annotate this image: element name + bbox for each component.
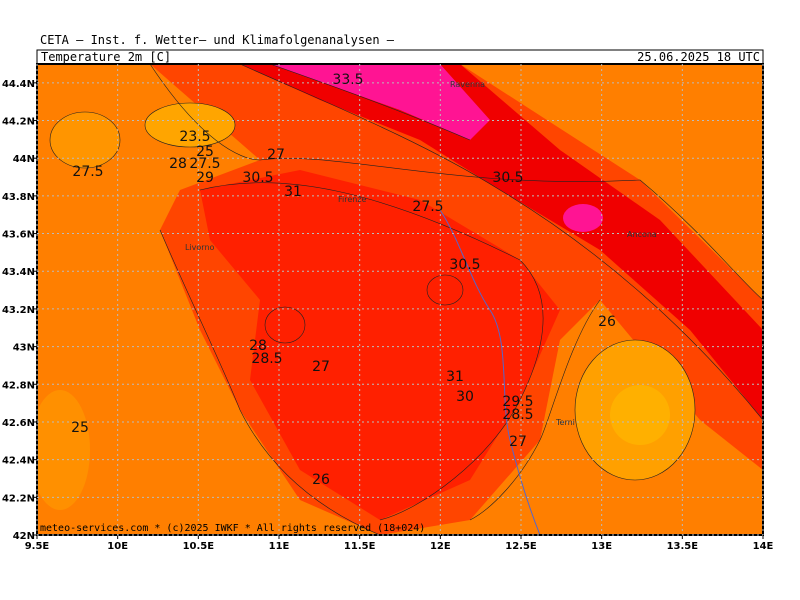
city-label: Terni	[555, 418, 575, 427]
contour-label: 28.5	[502, 407, 533, 423]
y-tick-label: 43.2N	[2, 305, 35, 316]
contour-label: 31	[446, 369, 464, 385]
contour-label: 30.5	[449, 257, 480, 273]
footer: meteo-services.com * (c)2025 IWKF * All …	[40, 523, 425, 534]
hot-core	[200, 170, 560, 520]
y-tick-label: 42.2N	[2, 493, 35, 504]
y-tick-label: 43N	[13, 343, 35, 354]
contour-label: 31	[284, 184, 302, 200]
contour-label: 29.5	[502, 394, 533, 410]
contour-label: 28	[249, 338, 267, 354]
x-tick-label: 13.5E	[667, 541, 699, 552]
contour-label: 23.5	[179, 129, 210, 145]
city-label: Livorno	[185, 243, 215, 252]
contour-label: 25	[71, 420, 89, 436]
contours	[49, 64, 763, 535]
y-tick-label: 44.2N	[2, 117, 35, 128]
cool-spot	[50, 112, 120, 168]
contour-label: 27.5	[72, 164, 103, 180]
hottest-spot	[563, 204, 603, 232]
contour-label: 27	[509, 434, 527, 450]
contour-label: 30.5	[492, 170, 523, 186]
contour-label: 27	[312, 359, 330, 375]
contour-label: 33.5	[332, 72, 363, 88]
cool-spot	[37, 390, 90, 510]
datetime: 25.06.2025 18 UTC	[637, 50, 760, 64]
cool-spot	[145, 103, 235, 147]
y-tick-label: 44.4N	[2, 79, 35, 90]
cool-spot	[610, 385, 670, 445]
x-tick-label: 10E	[107, 541, 128, 552]
contour-label: 26	[312, 472, 330, 488]
hot-ridge	[240, 64, 763, 420]
y-tick-label: 43.4N	[2, 267, 35, 278]
contour-label: 27.5	[412, 199, 443, 215]
city-label: Ravenna	[450, 80, 485, 89]
contour-label: 27.5	[189, 156, 220, 172]
x-tick-label: 13E	[591, 541, 612, 552]
variable: Temperature_2m_[C]	[41, 50, 171, 64]
x-tick-label: 11E	[269, 541, 290, 552]
x-tick-label: 12E	[430, 541, 451, 552]
contour-label: 28.5	[251, 351, 282, 367]
contour-label: 26	[598, 314, 616, 330]
y-tick-label: 44N	[13, 154, 35, 165]
x-tick-label: 11.5E	[344, 541, 376, 552]
y-tick-label: 42.8N	[2, 380, 35, 391]
contour-label: 30.5	[242, 170, 273, 186]
y-tick-label: 42.4N	[2, 456, 35, 467]
contour-label: 25	[196, 144, 214, 160]
y-tick-label: 43.6N	[2, 230, 35, 241]
y-tick-label: 42N	[13, 531, 35, 542]
x-tick-label: 14E	[753, 541, 774, 552]
x-tick-label: 12.5E	[505, 541, 537, 552]
hottest-area	[270, 64, 490, 140]
temperature-field	[37, 64, 763, 535]
y-tick-label: 43.8N	[2, 192, 35, 203]
x-tick-label: 9.5E	[25, 541, 50, 552]
contour-label: 30	[456, 389, 474, 405]
river	[439, 209, 541, 535]
contour-label: 28	[169, 156, 187, 172]
y-tick-label: 42.6N	[2, 418, 35, 429]
city-label: Firenze	[338, 195, 367, 204]
city-label: Ancona	[627, 230, 657, 239]
institute: CETA — Inst. f. Wetter— und Klimafolgena…	[40, 33, 395, 47]
contour-label: 27	[267, 147, 285, 163]
contour-label: 29	[196, 170, 214, 186]
x-tick-label: 10.5E	[183, 541, 215, 552]
